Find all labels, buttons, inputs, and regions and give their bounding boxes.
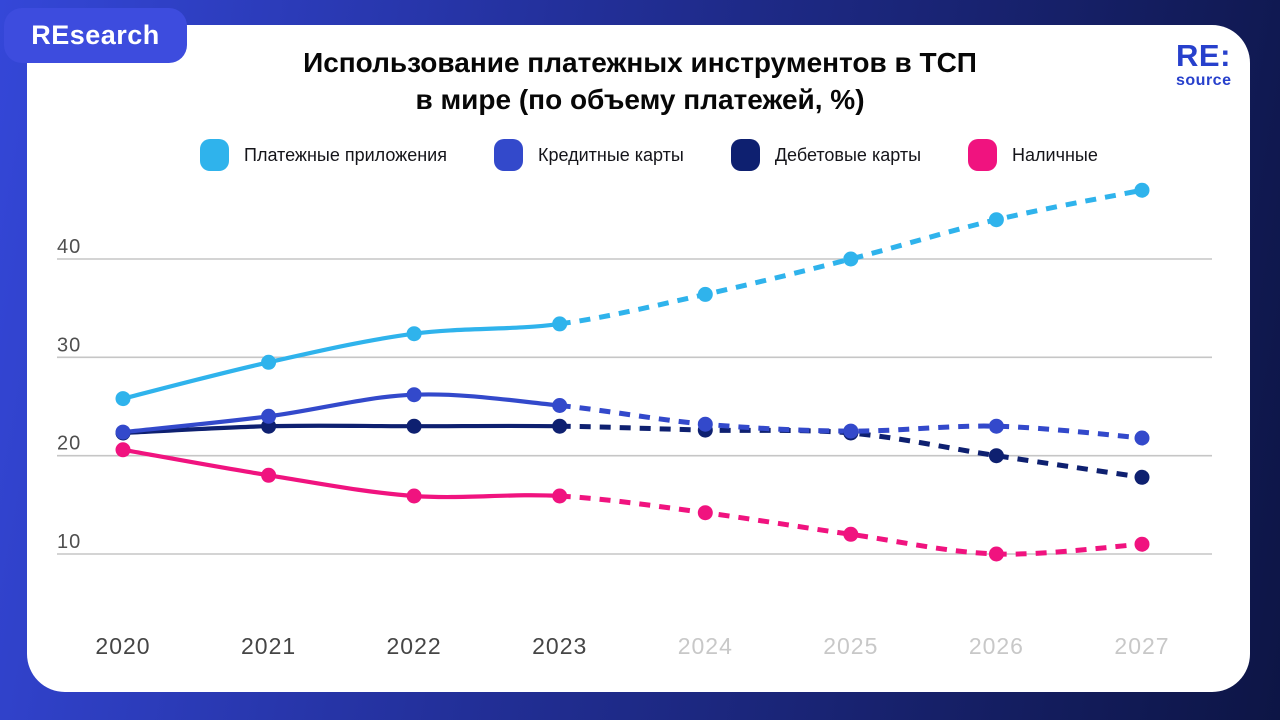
chart-title: Использование платежных инструментов в Т… (140, 44, 1140, 118)
resource-logo-source: source (1176, 72, 1232, 89)
legend-swatch (730, 139, 760, 171)
legend-label: Наличные (1012, 144, 1098, 165)
resource-logo-re: RE: (1176, 38, 1231, 73)
legend-swatch (493, 139, 523, 171)
legend-item: Дебетовые карты (730, 139, 922, 171)
research-badge: REsearch (4, 8, 187, 63)
chart-title-line1: Использование платежных инструментов в Т… (303, 47, 977, 78)
chart-card (27, 25, 1250, 692)
resource-logo: RE: source (1176, 40, 1246, 89)
legend-label: Платежные приложения (244, 144, 447, 165)
chart-title-line2: в мире (по объему платежей, %) (415, 84, 865, 115)
legend-item: Кредитные карты (493, 139, 684, 171)
legend-label: Кредитные карты (537, 144, 684, 165)
legend-item: Платежные приложения (200, 139, 447, 171)
legend-label: Дебетовые карты (774, 144, 922, 165)
legend-swatch (200, 139, 229, 171)
legend-item: Наличные (968, 139, 1098, 171)
legend-swatch (968, 139, 998, 171)
research-badge-label: REsearch (31, 20, 160, 50)
legend: Платежные приложения Кредитные карты Дебет… (200, 138, 1098, 172)
